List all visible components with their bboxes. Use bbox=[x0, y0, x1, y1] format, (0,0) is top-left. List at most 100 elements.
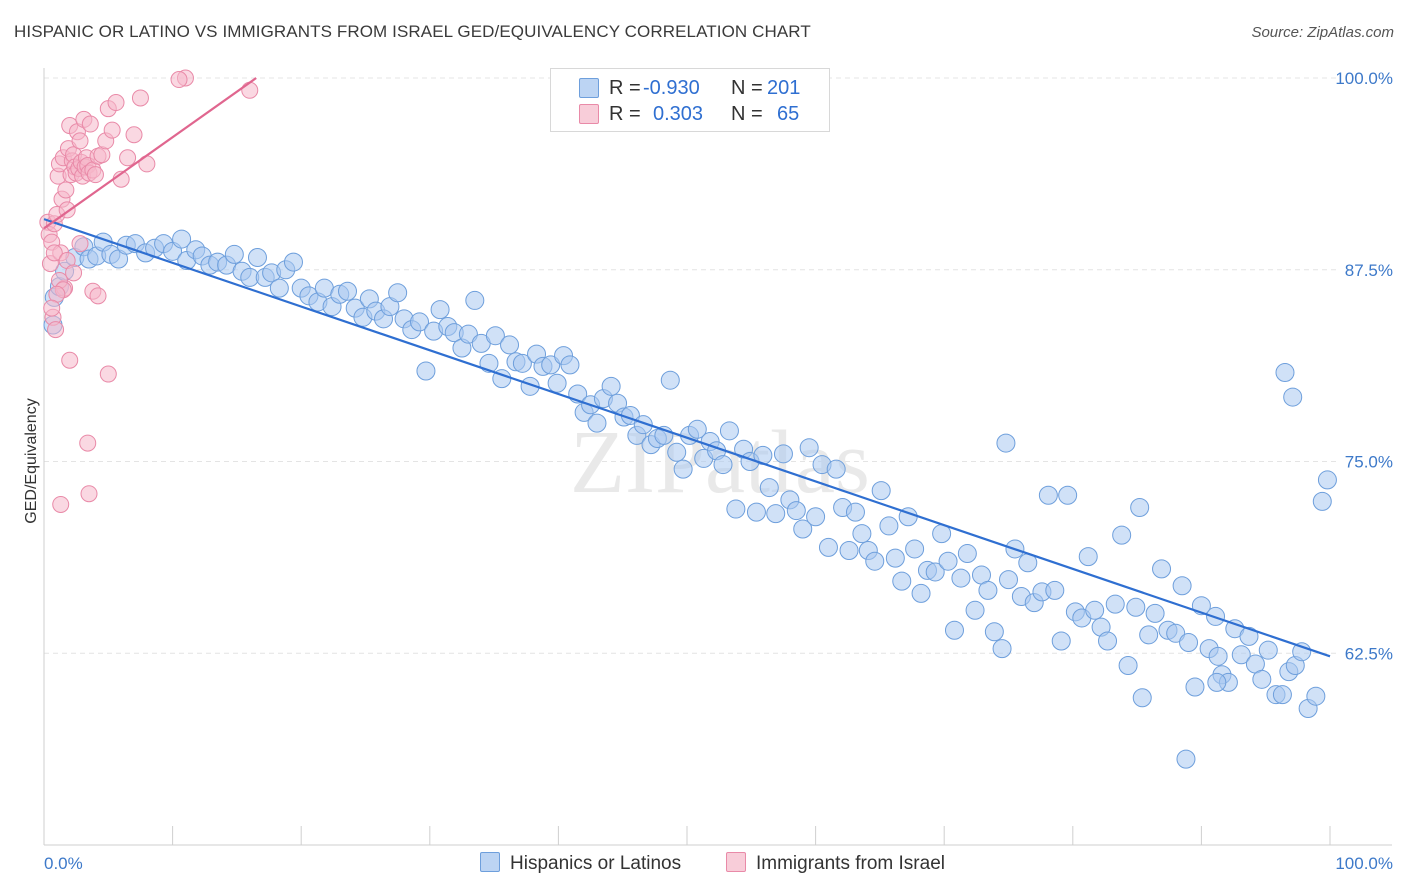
hispanic-point bbox=[1207, 672, 1227, 692]
hispanic-point bbox=[944, 620, 964, 640]
hispanic-point bbox=[547, 373, 567, 393]
hispanic-point bbox=[667, 442, 687, 462]
hispanic-point bbox=[337, 281, 357, 301]
hispanic-point bbox=[247, 247, 267, 267]
hispanic-point bbox=[826, 459, 846, 479]
hispanic-point bbox=[587, 413, 607, 433]
hispanic-point bbox=[1132, 688, 1152, 708]
israel-trend-line bbox=[43, 77, 257, 230]
hispanic-point bbox=[1272, 685, 1292, 705]
legend-r-value: -0.930 bbox=[643, 77, 700, 99]
legend-n-value: 65 bbox=[777, 103, 800, 125]
legend-n-label: N = bbox=[731, 77, 763, 99]
hispanic-point bbox=[996, 433, 1016, 453]
hispanic-point bbox=[984, 622, 1004, 642]
x-tick-label-left: 0.0% bbox=[44, 854, 83, 873]
series-swatch-pink bbox=[726, 852, 746, 872]
hispanic-point bbox=[759, 478, 779, 498]
israel-point bbox=[170, 71, 188, 89]
hispanic-point bbox=[1176, 749, 1196, 769]
hispanic-point bbox=[719, 421, 739, 441]
israel-point bbox=[86, 166, 104, 184]
hispanic-point bbox=[799, 438, 819, 458]
hispanic-point bbox=[660, 370, 680, 390]
hispanic-point bbox=[713, 455, 733, 475]
hispanic-point bbox=[560, 355, 580, 375]
hispanic-point bbox=[388, 283, 408, 303]
hispanic-point bbox=[905, 539, 925, 559]
hispanic-point bbox=[965, 600, 985, 620]
hispanic-point bbox=[500, 335, 520, 355]
hispanic-point bbox=[992, 639, 1012, 659]
hispanic-point bbox=[1038, 485, 1058, 505]
legend-row-israel: R = 0.303 N = 65 bbox=[551, 101, 829, 127]
hispanic-point bbox=[1085, 600, 1105, 620]
hispanic-point bbox=[430, 300, 450, 320]
hispanic-point bbox=[1275, 363, 1295, 383]
hispanic-point bbox=[1118, 656, 1138, 676]
chart-title: HISPANIC OR LATINO VS IMMIGRANTS FROM IS… bbox=[14, 22, 811, 41]
legend-r-value: 0.303 bbox=[653, 103, 704, 125]
y-tick-label: 75.0% bbox=[1345, 453, 1393, 472]
hispanic-point bbox=[465, 290, 485, 310]
hispanic-point bbox=[1172, 576, 1192, 596]
legend-r-label: R = bbox=[609, 103, 641, 125]
series-label-hispanic: Hispanics or Latinos bbox=[510, 853, 682, 874]
hispanic-point bbox=[1112, 525, 1132, 545]
hispanic-point bbox=[1239, 626, 1259, 646]
legend-row-hispanic: R = -0.930 N = 201 bbox=[551, 75, 829, 101]
hispanic-point bbox=[925, 562, 945, 582]
y-tick-label: 87.5% bbox=[1345, 261, 1393, 280]
hispanic-point bbox=[773, 444, 793, 464]
hispanic-point bbox=[1312, 491, 1332, 511]
hispanic-point bbox=[269, 278, 289, 298]
israel-point bbox=[241, 81, 259, 99]
israel-point bbox=[43, 299, 61, 317]
y-tick-label: 100.0% bbox=[1335, 69, 1393, 88]
hispanic-point bbox=[1058, 485, 1078, 505]
legend-n-value: 201 bbox=[767, 77, 801, 99]
source-label: Source: ZipAtlas.com bbox=[1251, 24, 1394, 41]
israel-point bbox=[45, 244, 63, 262]
legend-n-label: N = bbox=[731, 103, 763, 125]
israel-point bbox=[81, 115, 99, 133]
hispanic-point bbox=[1258, 640, 1278, 660]
hispanic-point bbox=[978, 580, 998, 600]
hispanic-point bbox=[1317, 470, 1337, 490]
legend-swatch-pink bbox=[579, 104, 599, 124]
hispanic-point bbox=[673, 459, 693, 479]
hispanic-point bbox=[892, 571, 912, 591]
legend-swatch-blue bbox=[579, 78, 599, 98]
correlation-legend: R = -0.930 N = 201 R = 0.303 N = 65 bbox=[550, 68, 830, 132]
hispanic-point bbox=[224, 244, 244, 264]
israel-point bbox=[65, 264, 83, 282]
hispanic-point bbox=[410, 312, 430, 332]
hispanic-point bbox=[766, 504, 786, 524]
hispanic-point bbox=[541, 355, 561, 375]
hispanic-point bbox=[793, 519, 813, 539]
hispanic-point bbox=[1185, 677, 1205, 697]
hispanic-point bbox=[871, 481, 891, 501]
hispanic-point bbox=[1283, 387, 1303, 407]
y-tick-label: 62.5% bbox=[1345, 644, 1393, 663]
israel-point bbox=[52, 495, 70, 513]
israel-point bbox=[47, 321, 65, 339]
israel-point bbox=[61, 351, 79, 369]
hispanic-point bbox=[601, 376, 621, 396]
israel-point bbox=[80, 485, 98, 503]
israel-point bbox=[71, 235, 89, 253]
hispanic-point bbox=[1126, 597, 1146, 617]
hispanic-point bbox=[1179, 633, 1199, 653]
hispanic-point bbox=[999, 570, 1018, 590]
israel-point bbox=[57, 181, 75, 199]
series-legend-israel: Immigrants from Israel bbox=[726, 852, 945, 876]
hispanic-point bbox=[879, 516, 899, 536]
hispanic-point bbox=[512, 353, 532, 373]
hispanic-point bbox=[416, 361, 436, 381]
hispanic-point bbox=[1045, 580, 1065, 600]
israel-point bbox=[107, 94, 125, 112]
hispanic-point bbox=[938, 551, 958, 571]
hispanic-point bbox=[1166, 623, 1186, 643]
hispanic-point bbox=[485, 326, 505, 346]
hispanic-point bbox=[1231, 645, 1251, 665]
